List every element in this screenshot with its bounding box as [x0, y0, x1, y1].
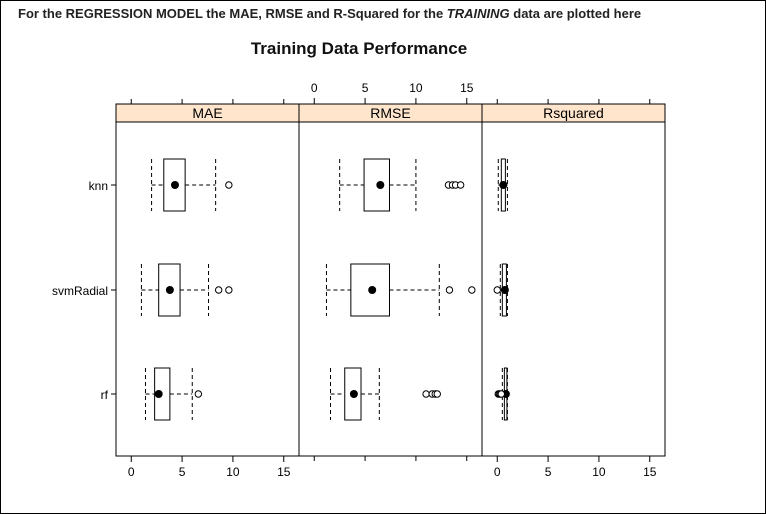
- category-label-rf: rf: [101, 388, 109, 402]
- outlier-point: [225, 286, 233, 294]
- outlier-point: [422, 390, 430, 398]
- caption-text-end: data are plotted here: [509, 6, 642, 21]
- box-rf: [494, 367, 510, 421]
- median-dot: [376, 181, 385, 189]
- outlier-point: [456, 181, 465, 189]
- median-dot: [368, 286, 377, 294]
- chart-title: Training Data Performance: [251, 39, 467, 58]
- median-dot: [500, 286, 509, 294]
- box-iqr: [363, 158, 390, 212]
- box-svmRadial: [493, 263, 509, 317]
- x-tick-label: 5: [545, 465, 552, 479]
- box-rf: [144, 367, 203, 421]
- panel-frame: [481, 121, 666, 457]
- axes-layer: knn svmRadial rf 0 5 10 15 0 5 10 15 0 5 10 15: [52, 81, 657, 479]
- median-dot: [170, 181, 179, 189]
- box-knn: [339, 158, 465, 212]
- x-tick-label: 10: [592, 465, 606, 479]
- boxes-layer: [140, 158, 510, 421]
- outlier-point: [225, 181, 233, 189]
- category-label-knn: knn: [89, 179, 108, 193]
- median-dot: [349, 390, 358, 398]
- x-tick-label: 0: [311, 81, 318, 95]
- panel-frame: [115, 121, 300, 457]
- outlier-point: [433, 390, 441, 398]
- outlier-point: [214, 286, 223, 294]
- caption-emphasis: TRAINING: [446, 6, 510, 21]
- box-svmRadial: [140, 263, 233, 317]
- outlier-point: [493, 286, 501, 294]
- outlier-point: [468, 286, 476, 294]
- box-rf: [330, 367, 441, 421]
- outlier-point: [194, 390, 203, 398]
- caption-text-start: For the REGRESSION MODEL the MAE, RMSE a…: [18, 6, 447, 21]
- x-tick-label: 0: [494, 465, 501, 479]
- panel-strip-label: Rsquared: [543, 105, 604, 121]
- box-svmRadial: [325, 263, 476, 317]
- x-tick-label: 10: [226, 465, 240, 479]
- x-tick-label: 5: [362, 81, 369, 95]
- panel-strip: [481, 103, 666, 123]
- panels-layer: MAE RMSE Rsquared: [115, 103, 666, 457]
- box-knn: [497, 158, 508, 212]
- x-tick-label: 0: [128, 465, 135, 479]
- x-tick-label: 15: [643, 465, 657, 479]
- x-tick-label: 10: [409, 81, 423, 95]
- panel-strip-label: RMSE: [370, 105, 410, 121]
- category-label-svmRadial: svmRadial: [52, 284, 108, 298]
- x-tick-label: 15: [460, 81, 474, 95]
- panel-strip-label: MAE: [192, 105, 222, 121]
- description-caption: For the REGRESSION MODEL the MAE, RMSE a…: [18, 6, 641, 21]
- box-knn: [151, 158, 233, 212]
- outlier-point: [497, 390, 506, 398]
- x-tick-label: 5: [179, 465, 186, 479]
- median-dot: [499, 181, 508, 189]
- median-dot: [165, 286, 174, 294]
- median-dot: [154, 390, 163, 398]
- outlier-point: [445, 286, 454, 294]
- x-tick-label: 15: [277, 465, 291, 479]
